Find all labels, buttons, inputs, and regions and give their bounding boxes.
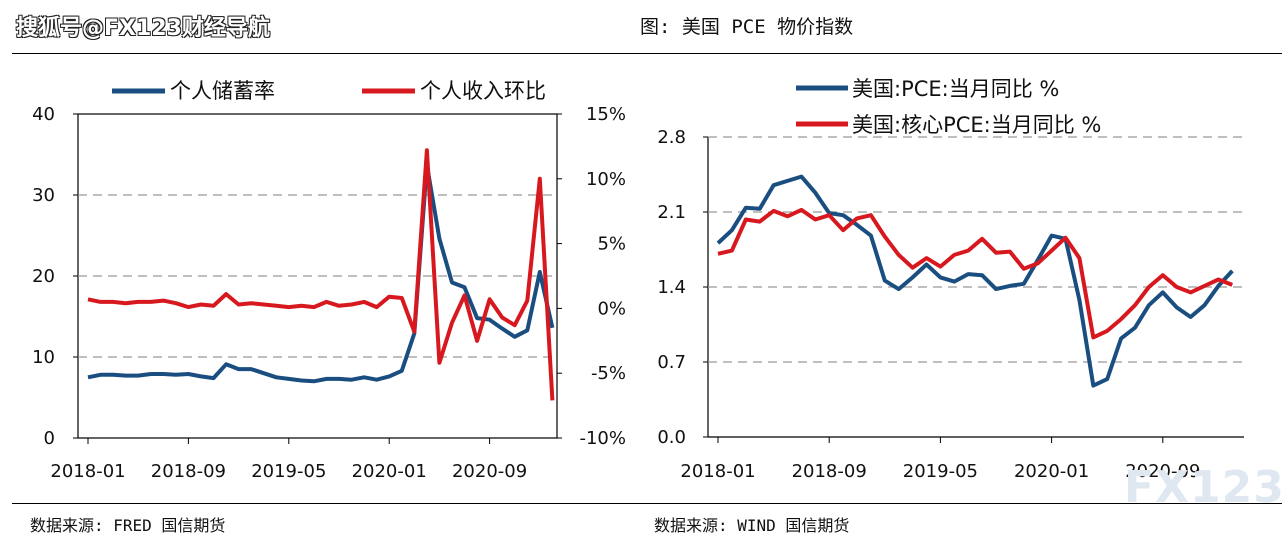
income-mom-line — [87, 148, 555, 401]
right-y-tick-label: 15% — [586, 104, 626, 125]
savings-rate-line — [87, 163, 555, 384]
top-rule — [12, 53, 1282, 54]
left-gridlines — [78, 194, 557, 358]
left-y-tick-label: 40 — [32, 104, 55, 125]
bottom-rule — [12, 503, 1282, 504]
left-axis-ticks: 40 30 20 10 0 15% 10% 5% 0% -5% -10% 2018-01 2018-09… — [32, 104, 626, 482]
right-source-note: 数据来源: WIND 国信期货 — [654, 516, 850, 535]
right-chart: 2.8 2.1 1.4 0.7 0.0 2018-01 2018-09 2019-05 2020… — [657, 77, 1244, 482]
left-y-tick-label: 0 — [44, 428, 55, 449]
left-chart: 40 30 20 10 0 15% 10% 5% 0% -5% -10% 2018-01 2018-09… — [32, 79, 626, 482]
watermark-text: 搜狐号@FX123财经导航 — [16, 16, 270, 41]
right-gridlines — [708, 136, 1244, 363]
fx123-logo: FX123 — [1124, 462, 1285, 513]
legend-label-savings: 个人储蓄率 — [170, 79, 275, 103]
right-y-tick-label: -10% — [579, 428, 626, 449]
right-chart-y-tick-label: 0.7 — [657, 352, 686, 373]
right-legend: 美国:PCE:当月同比 % 美国:核心PCE:当月同比 % — [796, 77, 1101, 137]
left-x-tick-label: 2018-01 — [50, 461, 125, 482]
right-y-tick-label: 10% — [586, 169, 626, 190]
left-legend: 个人储蓄率 个人收入环比 — [112, 79, 546, 103]
left-x-tick-label: 2018-09 — [151, 461, 226, 482]
core-pce-yoy-line — [717, 207, 1234, 340]
right-chart-x-tick-label: 2019-05 — [903, 461, 978, 482]
right-chart-y-tick-label: 2.1 — [657, 202, 686, 223]
legend-label-pce: 美国:PCE:当月同比 % — [852, 77, 1059, 101]
figure-title: 图: 美国 PCE 物价指数 — [640, 16, 854, 38]
left-series-lines — [87, 148, 555, 401]
left-y-tick-label: 20 — [32, 266, 55, 287]
right-chart-x-tick-label: 2018-01 — [680, 461, 755, 482]
right-chart-x-tick-label: 2020-09 — [1125, 461, 1200, 482]
pce-yoy-line — [716, 174, 1234, 388]
left-x-tick-label: 2020-09 — [452, 461, 527, 482]
right-series-lines — [716, 174, 1234, 388]
left-y-tick-label: 10 — [32, 347, 55, 368]
right-y-tick-label: -5% — [591, 363, 626, 384]
left-x-tick-label: 2020-01 — [352, 461, 427, 482]
left-x-tick-label: 2019-05 — [251, 461, 326, 482]
right-chart-x-tick-label: 2018-09 — [792, 461, 867, 482]
right-y-tick-label: 5% — [597, 234, 626, 255]
legend-label-income: 个人收入环比 — [420, 79, 546, 103]
right-chart-y-tick-label: 0.0 — [657, 427, 686, 448]
right-chart-y-tick-label: 1.4 — [657, 277, 686, 298]
right-axis-ticks: 2.8 2.1 1.4 0.7 0.0 2018-01 2018-09 2019-05 2020… — [657, 127, 1200, 482]
legend-label-core-pce: 美国:核心PCE:当月同比 % — [852, 113, 1101, 137]
left-y-tick-label: 30 — [32, 185, 55, 206]
right-y-tick-label: 0% — [597, 298, 626, 319]
left-source-note: 数据来源: FRED 国信期货 — [30, 516, 226, 535]
right-chart-y-tick-label: 2.8 — [657, 127, 686, 148]
right-chart-x-tick-label: 2020-01 — [1014, 461, 1089, 482]
